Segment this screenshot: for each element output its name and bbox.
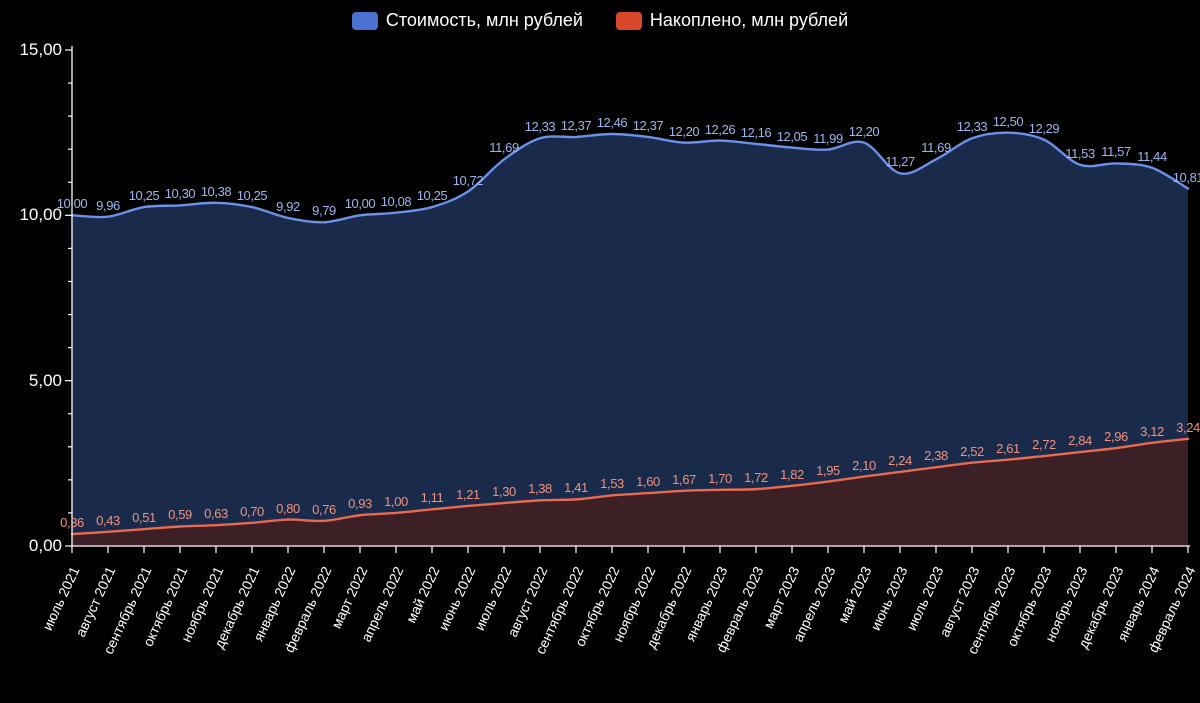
data-label-series-0: 12,37: [633, 118, 664, 133]
data-label-series-1: 1,21: [456, 487, 480, 502]
data-label-series-0: 11,99: [813, 131, 843, 146]
data-label-series-0: 10,30: [165, 186, 196, 201]
y-tick-label: 5,00: [2, 371, 62, 391]
data-label-series-1: 1,41: [564, 480, 588, 495]
data-label-series-1: 3,24: [1176, 420, 1200, 435]
data-label-series-1: 1,00: [384, 494, 408, 509]
data-label-series-1: 1,95: [816, 463, 840, 478]
data-label-series-0: 10,25: [417, 188, 448, 203]
data-label-series-0: 9,96: [96, 198, 120, 213]
data-label-series-1: 3,12: [1140, 424, 1164, 439]
data-label-series-1: 1,53: [600, 476, 624, 491]
legend-swatch-1: [616, 12, 642, 30]
data-label-series-1: 0,70: [240, 504, 264, 519]
data-label-series-1: 1,67: [672, 472, 696, 487]
data-label-series-0: 12,33: [525, 119, 556, 134]
data-label-series-1: 1,82: [780, 467, 804, 482]
data-label-series-0: 11,69: [921, 140, 951, 155]
y-tick-label: 0,00: [2, 536, 62, 556]
legend-label-0: Стоимость, млн рублей: [386, 10, 583, 31]
data-label-series-1: 2,61: [996, 441, 1020, 456]
legend-item-1: Накоплено, млн рублей: [616, 10, 848, 31]
chart-container: Стоимость, млн рублей Накоплено, млн руб…: [0, 0, 1200, 703]
data-label-series-0: 10,25: [129, 188, 160, 203]
data-label-series-1: 0,76: [312, 502, 336, 517]
data-label-series-0: 12,20: [849, 124, 880, 139]
data-label-series-0: 10,81: [1173, 170, 1200, 185]
data-label-series-0: 12,50: [993, 114, 1024, 129]
data-label-series-0: 12,46: [597, 115, 628, 130]
data-label-series-1: 0,36: [60, 515, 84, 530]
data-label-series-0: 11,53: [1065, 146, 1095, 161]
data-label-series-1: 2,96: [1104, 429, 1128, 444]
data-label-series-0: 10,08: [381, 194, 412, 209]
data-label-series-1: 1,30: [492, 484, 516, 499]
data-label-series-0: 12,05: [777, 129, 808, 144]
y-tick-label: 15,00: [2, 40, 62, 60]
data-label-series-0: 11,69: [489, 140, 519, 155]
legend-label-1: Накоплено, млн рублей: [650, 10, 848, 31]
y-tick-label: 10,00: [2, 205, 62, 225]
data-label-series-0: 11,44: [1137, 149, 1167, 164]
legend-swatch-0: [352, 12, 378, 30]
data-label-series-1: 2,38: [924, 448, 948, 463]
data-label-series-0: 12,29: [1029, 121, 1060, 136]
data-label-series-0: 12,20: [669, 124, 700, 139]
data-label-series-0: 12,16: [741, 125, 772, 140]
data-label-series-1: 0,63: [204, 506, 228, 521]
data-label-series-1: 1,38: [528, 481, 552, 496]
data-label-series-1: 0,80: [276, 501, 300, 516]
data-label-series-1: 0,43: [96, 513, 120, 528]
data-label-series-1: 1,72: [744, 470, 768, 485]
data-label-series-1: 2,10: [852, 458, 876, 473]
data-label-series-0: 10,25: [237, 188, 268, 203]
data-label-series-1: 2,84: [1068, 433, 1092, 448]
data-label-series-1: 0,59: [168, 507, 192, 522]
data-label-series-1: 2,52: [960, 444, 984, 459]
data-label-series-0: 9,92: [276, 199, 300, 214]
data-label-series-0: 12,37: [561, 118, 592, 133]
data-label-series-0: 12,26: [705, 122, 736, 137]
data-label-series-0: 10,72: [453, 173, 484, 188]
data-label-series-1: 2,72: [1032, 437, 1056, 452]
data-label-series-0: 11,27: [885, 154, 915, 169]
data-label-series-0: 12,33: [957, 119, 988, 134]
data-label-series-1: 1,70: [708, 471, 732, 486]
legend: Стоимость, млн рублей Накоплено, млн руб…: [0, 10, 1200, 35]
data-label-series-1: 1,11: [421, 490, 444, 505]
data-label-series-0: 10,00: [345, 196, 376, 211]
data-label-series-0: 11,57: [1101, 144, 1131, 159]
data-label-series-0: 9,79: [312, 203, 336, 218]
data-label-series-1: 0,93: [348, 496, 372, 511]
data-label-series-0: 10,00: [57, 196, 88, 211]
legend-item-0: Стоимость, млн рублей: [352, 10, 583, 31]
data-label-series-1: 1,60: [636, 474, 660, 489]
data-label-series-1: 2,24: [888, 453, 912, 468]
data-label-series-1: 0,51: [132, 510, 156, 525]
data-label-series-0: 10,38: [201, 184, 232, 199]
